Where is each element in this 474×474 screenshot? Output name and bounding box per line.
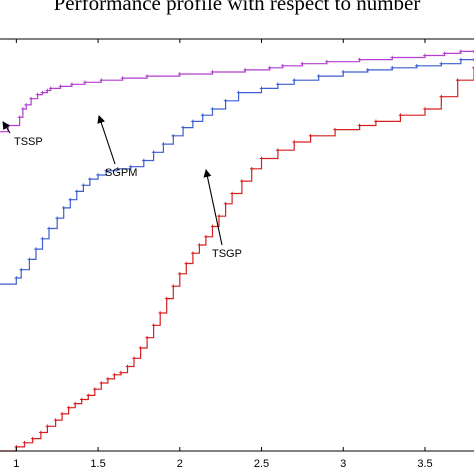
annotation-arrow-sgpm — [97, 115, 116, 165]
axes — [0, 38, 474, 452]
x-tick-label: 2 — [177, 458, 183, 470]
chart-title: Performance profile with respect to numb… — [54, 0, 421, 15]
x-tick-label: 3.5 — [417, 458, 432, 470]
x-tick-label: 1 — [13, 458, 19, 470]
x-tick-label: 2.5 — [254, 458, 269, 470]
annotation-label-tsgp: TSGP — [212, 248, 242, 260]
series-lines — [0, 49, 474, 452]
series-line-tsgp — [0, 67, 474, 452]
annotation-label-sgpm: SGPM — [105, 167, 137, 179]
annotation-arrow-tssp — [2, 121, 11, 134]
x-tick-label: 1.5 — [90, 458, 105, 470]
x-axis-ticks: 1 1.5 2 2.5 3 3.5 — [13, 39, 433, 470]
x-tick-label: 3 — [340, 458, 346, 470]
annotation-label-tssp: TSSP — [14, 136, 43, 148]
series-line-tssp — [0, 50, 474, 133]
annotation-arrow-tsgp — [203, 169, 223, 246]
annotations: TSSP SGPM TSGP — [2, 115, 242, 260]
